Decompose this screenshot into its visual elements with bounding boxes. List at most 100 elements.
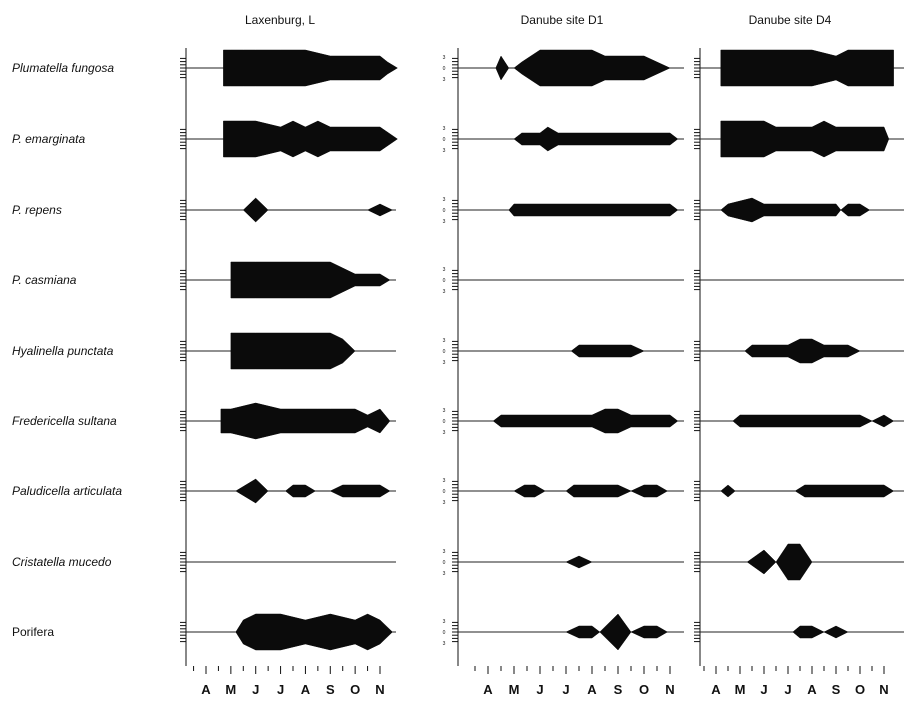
- abundance-kite: [792, 625, 849, 639]
- scale-tick-label: 3: [443, 77, 446, 83]
- abundance-kite: [720, 197, 871, 223]
- month-label: J: [252, 682, 259, 697]
- species-row: Porifera: [12, 613, 396, 651]
- scale-tick-label: 3: [443, 219, 446, 225]
- species-row: [694, 269, 904, 291]
- scale-tick-label: 3: [443, 571, 446, 577]
- species-row: [694, 197, 904, 223]
- month-label: A: [711, 682, 721, 697]
- abundance-kite: [492, 408, 679, 434]
- species-row: P. emarginata: [12, 120, 398, 158]
- month-label: A: [201, 682, 211, 697]
- species-label: Cristatella mucedo: [12, 555, 112, 569]
- species-label: P. emarginata: [12, 132, 85, 146]
- panel-2: Danube site D1A M J J A S O N303303303303303303…: [443, 13, 684, 697]
- scale-tick-label: 3: [443, 641, 446, 647]
- month-label: A: [587, 682, 597, 697]
- species-row: 3 0 3: [443, 49, 684, 87]
- species-row: Paludicella articulata: [12, 478, 396, 504]
- species-row: [694, 543, 904, 581]
- abundance-kite: [235, 478, 391, 504]
- month-label: A: [807, 682, 817, 697]
- species-label: Paludicella articulata: [12, 484, 122, 498]
- month-label: N: [665, 682, 674, 697]
- abundance-kite: [513, 484, 668, 498]
- abundance-kite: [242, 197, 393, 223]
- species-label: Hyalinella punctata: [12, 344, 114, 358]
- month-label: J: [760, 682, 767, 697]
- scale-tick-label: 3: [443, 338, 446, 344]
- scale-tick-label: 3: [443, 289, 446, 295]
- abundance-kite: [720, 49, 894, 87]
- scale-tick-label: 3: [443, 148, 446, 154]
- abundance-kite: [565, 613, 668, 651]
- month-label: O: [350, 682, 360, 697]
- scale-tick-label: 3: [443, 126, 446, 132]
- abundance-kite: [223, 49, 398, 87]
- month-label: S: [832, 682, 841, 697]
- scale-tick-label: 3: [443, 267, 446, 273]
- scale-tick-label: 0: [443, 137, 446, 143]
- abundance-kite: [570, 344, 645, 358]
- species-row: [694, 338, 904, 364]
- species-row: [694, 49, 904, 87]
- scale-tick-label: 3: [443, 430, 446, 436]
- scale-tick-label: 3: [443, 549, 446, 555]
- panel-title: Laxenburg, L: [245, 13, 315, 27]
- scale-tick-label: 0: [443, 489, 446, 495]
- species-row: 3 0 3: [443, 478, 684, 506]
- panel-title: Danube site D4: [749, 13, 832, 27]
- abundance-kite: [720, 120, 890, 158]
- scale-tick-label: 0: [443, 66, 446, 72]
- species-label: P. casmiana: [12, 273, 77, 287]
- scale-tick-label: 3: [443, 197, 446, 203]
- abundance-kite: [744, 338, 861, 364]
- month-label: M: [735, 682, 746, 697]
- abundance-kite: [235, 613, 393, 651]
- abundance-kite: [513, 126, 679, 152]
- species-row: 3 0 3: [443, 267, 684, 295]
- month-label: M: [225, 682, 236, 697]
- species-row: 3 0 3: [443, 408, 684, 436]
- species-row: P. repens: [12, 197, 396, 223]
- species-row: P. casmiana: [12, 261, 396, 299]
- scale-tick-label: 0: [443, 208, 446, 214]
- month-label: N: [375, 682, 384, 697]
- panel-3: Danube site D4A M J J A S O N: [694, 13, 904, 697]
- abundance-kite: [746, 543, 813, 581]
- species-label: Porifera: [12, 625, 54, 639]
- scale-tick-label: 0: [443, 278, 446, 284]
- abundance-kite: [230, 261, 391, 299]
- month-label: N: [879, 682, 888, 697]
- species-row: 3 0 3: [443, 549, 684, 577]
- scale-tick-label: 3: [443, 408, 446, 414]
- scale-tick-label: 0: [443, 349, 446, 355]
- species-row: 3 0 3: [443, 338, 684, 366]
- scale-tick-label: 3: [443, 360, 446, 366]
- month-label: A: [483, 682, 493, 697]
- month-label: S: [326, 682, 335, 697]
- species-label: Fredericella sultana: [12, 414, 117, 428]
- species-row: 3 0 3: [443, 126, 684, 154]
- species-row: [694, 480, 904, 502]
- abundance-kite: [223, 120, 398, 158]
- month-label: M: [509, 682, 520, 697]
- species-row: 3 0 3: [443, 197, 684, 225]
- abundance-kite: [495, 49, 671, 87]
- abundance-kite: [220, 402, 391, 440]
- species-label: P. repens: [12, 203, 62, 217]
- species-row: [694, 621, 904, 643]
- species-row: [694, 120, 904, 158]
- abundance-kite: [732, 414, 895, 428]
- month-label: S: [614, 682, 623, 697]
- abundance-kite: [565, 555, 593, 569]
- month-label: J: [784, 682, 791, 697]
- month-label: A: [301, 682, 311, 697]
- species-label: Plumatella fungosa: [12, 61, 114, 75]
- scale-tick-label: 3: [443, 55, 446, 61]
- abundance-kite: [720, 484, 895, 498]
- abundance-kite: [508, 203, 679, 217]
- species-row: 3 0 3: [443, 613, 684, 651]
